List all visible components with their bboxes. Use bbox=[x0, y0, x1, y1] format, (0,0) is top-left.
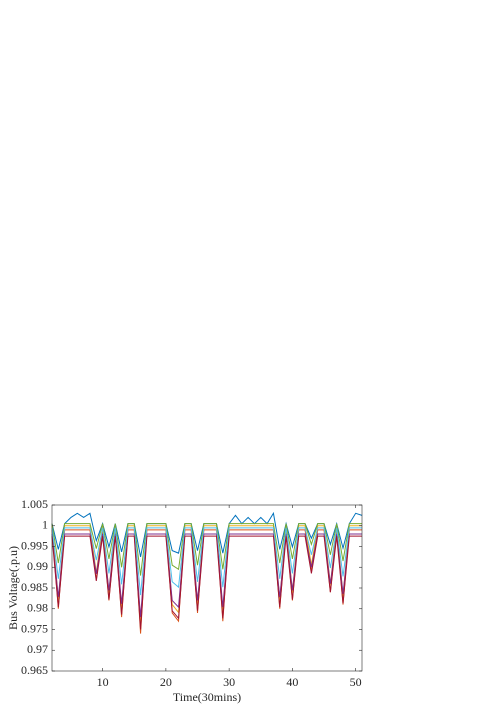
y-tick-label: 0.995 bbox=[21, 538, 48, 552]
x-tick-label: 40 bbox=[286, 675, 298, 689]
y-tick-label: 0.97 bbox=[27, 642, 48, 656]
x-tick-label: 10 bbox=[97, 675, 109, 689]
y-tick-label: 0.98 bbox=[27, 601, 48, 615]
series-line bbox=[51, 523, 362, 576]
y-tick-label: 0.965 bbox=[21, 663, 48, 677]
x-tick-label: 30 bbox=[223, 675, 235, 689]
y-tick-label: 0.99 bbox=[27, 559, 48, 573]
series-line bbox=[51, 527, 362, 596]
x-tick-label: 20 bbox=[160, 675, 172, 689]
y-tick-label: 0.975 bbox=[21, 621, 48, 635]
y-axis-label: Bus Voltage(.p.u) bbox=[6, 546, 20, 630]
x-axis-label: Time(30mins) bbox=[173, 690, 241, 704]
y-tick-label: 1 bbox=[42, 518, 48, 532]
series-line bbox=[51, 535, 362, 630]
y-tick-label: 0.985 bbox=[21, 580, 48, 594]
x-tick-label: 50 bbox=[350, 675, 362, 689]
y-tick-label: 1.005 bbox=[21, 497, 48, 511]
